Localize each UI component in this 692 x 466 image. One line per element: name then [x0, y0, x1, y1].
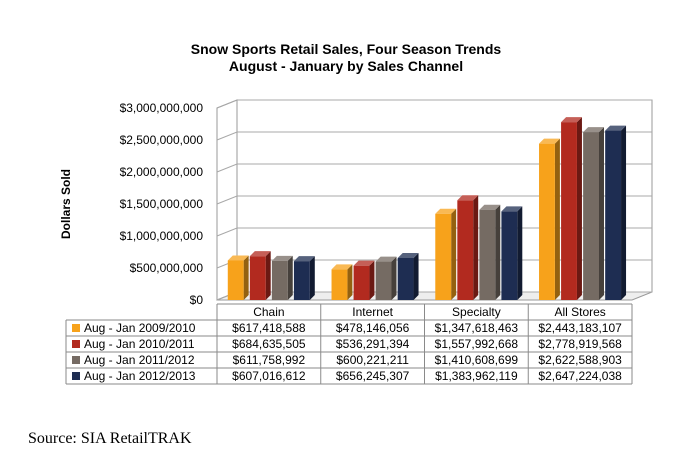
category-label-chain: Chain: [253, 305, 284, 319]
y-tick-label: $500,000,000: [130, 261, 204, 275]
legend-entry-series-2: Aug - Jan 2010/2011: [84, 337, 195, 351]
data-label: $684,635,505: [232, 337, 306, 351]
y-tick-label: $1,500,000,000: [120, 197, 204, 211]
source-note: Source: SIA RetailTRAK: [28, 430, 192, 447]
legend-entry-series-4: Aug - Jan 2012/2013: [84, 369, 196, 383]
y-axis-label: Dollars Sold: [59, 169, 73, 239]
bar-specialty-series-2: [457, 195, 479, 300]
bar-all-stores-series-2: [561, 117, 582, 301]
legend-swatch-series-3: [72, 356, 80, 364]
data-label: $2,622,588,903: [538, 353, 622, 367]
data-label: $536,291,394: [336, 337, 410, 351]
data-label: $2,443,183,107: [538, 321, 622, 335]
data-label: $2,647,224,038: [538, 369, 622, 383]
data-label: $1,557,992,668: [435, 337, 519, 351]
bar-chain-series-4: [293, 256, 315, 300]
y-tick-label: $3,000,000,000: [120, 101, 204, 115]
bar-internet-series-1: [331, 264, 353, 300]
chart-title-line-2: August - January by Sales Channel: [229, 58, 463, 74]
bar-internet-series-4: [397, 253, 419, 300]
legend-entry-series-3: Aug - Jan 2011/2012: [84, 353, 195, 367]
bar-all-stores-series-1: [539, 138, 560, 300]
y-tick-label: $2,000,000,000: [120, 165, 204, 179]
category-label-specialty: Specialty: [452, 305, 501, 319]
bar-specialty-series-1: [435, 208, 457, 300]
data-label: $1,410,608,699: [435, 353, 519, 367]
bar-internet-series-3: [375, 256, 397, 300]
data-label: $478,146,056: [336, 321, 410, 335]
gridline: [216, 163, 652, 173]
bar-specialty-series-3: [479, 204, 501, 300]
legend-swatch-series-1: [72, 324, 80, 332]
bar-specialty-series-4: [501, 206, 523, 300]
category-label-all-stores: All Stores: [554, 305, 605, 319]
y-tick-label: $1,000,000,000: [120, 229, 204, 243]
data-label: $611,758,992: [233, 353, 306, 367]
gridline: [216, 131, 652, 141]
y-tick-label: $2,500,000,000: [120, 133, 204, 147]
y-tick-label: $0: [190, 293, 204, 307]
data-label: $1,383,962,119: [435, 369, 518, 383]
category-label-internet: Internet: [352, 305, 393, 319]
bar-internet-series-2: [353, 260, 375, 300]
data-label: $2,778,919,568: [538, 337, 622, 351]
bar-all-stores-series-3: [583, 127, 604, 300]
bar-chain-series-3: [271, 255, 293, 300]
bar-chain-series-1: [227, 255, 249, 300]
data-label: $617,418,588: [232, 321, 306, 335]
data-label: $1,347,618,463: [435, 321, 519, 335]
data-label: $607,016,612: [232, 369, 306, 383]
legend-swatch-series-4: [72, 372, 80, 380]
chart: Snow Sports Retail Sales, Four Season Tr…: [59, 41, 653, 385]
legend-swatch-series-2: [72, 340, 80, 348]
gridline: [216, 99, 652, 109]
gridline: [216, 195, 652, 205]
chart-title-line-1: Snow Sports Retail Sales, Four Season Tr…: [191, 41, 502, 57]
data-label: $656,245,307: [336, 369, 410, 383]
bar-all-stores-series-4: [605, 125, 627, 300]
legend-entry-series-1: Aug - Jan 2009/2010: [84, 321, 196, 335]
data-label: $600,221,211: [336, 353, 409, 367]
bar-chain-series-2: [249, 251, 271, 300]
